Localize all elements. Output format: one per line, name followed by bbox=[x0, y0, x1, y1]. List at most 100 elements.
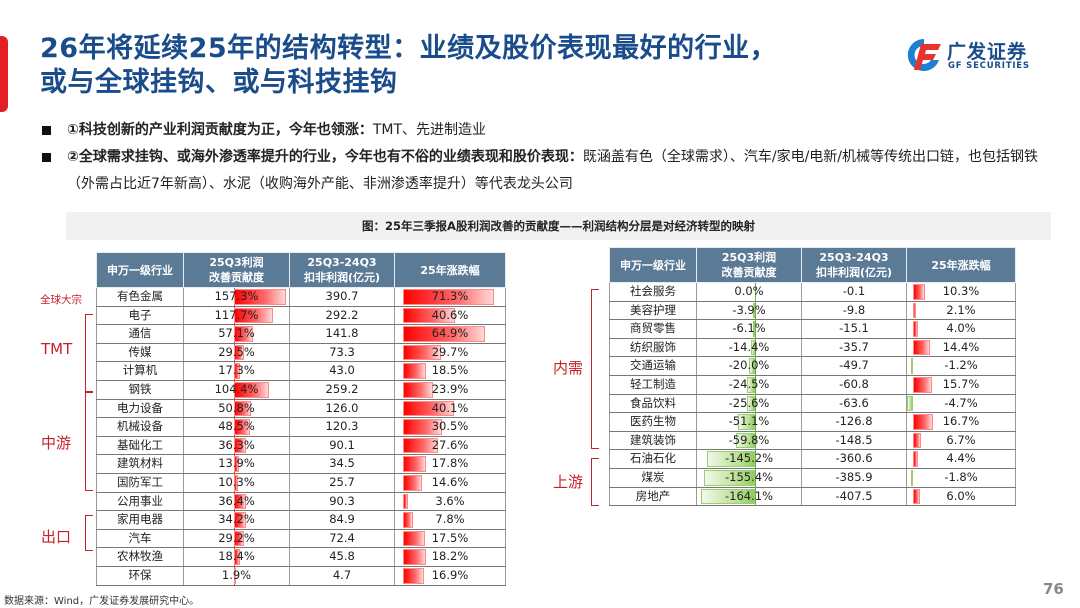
cell-profit: 120.3 bbox=[289, 417, 395, 437]
cell-profit: -126.8 bbox=[801, 412, 907, 432]
cell-change: 29.7% bbox=[394, 343, 506, 363]
table-row: 交通运输 -20.0% -49.7 -1.2% bbox=[609, 356, 1016, 376]
cell-change: 6.0% bbox=[906, 487, 1016, 507]
cell-contribution: -145.2% bbox=[696, 449, 802, 469]
data-bar-axis bbox=[755, 375, 757, 395]
data-bar bbox=[403, 344, 441, 361]
cell-industry: 通信 bbox=[96, 324, 184, 344]
data-bar bbox=[748, 358, 756, 374]
table-row: 环保 1.9% 4.7 16.9% bbox=[96, 566, 506, 586]
data-bar bbox=[403, 400, 454, 417]
cell-industry: 美容护理 bbox=[609, 301, 697, 321]
cell-contribution: -59.8% bbox=[696, 431, 802, 451]
data-bar bbox=[234, 456, 239, 472]
data-bar bbox=[234, 530, 245, 547]
data-bar bbox=[913, 321, 918, 337]
cell-profit: -35.7 bbox=[801, 338, 907, 358]
data-bar bbox=[913, 414, 934, 430]
table-header-row: 申万一级行业 25Q3利润 改善贡献度 25Q3-24Q3 扣非利润(亿元) 25年… bbox=[96, 252, 506, 288]
cell-profit: 73.3 bbox=[289, 343, 395, 363]
col-header-profit: 25Q3-24Q3 扣非利润(亿元) bbox=[801, 247, 907, 283]
cell-industry: 环保 bbox=[96, 566, 184, 586]
data-bar-axis bbox=[755, 450, 757, 469]
data-bar bbox=[913, 488, 921, 505]
square-bullet-icon bbox=[42, 126, 51, 135]
cell-change: 15.7% bbox=[906, 375, 1016, 395]
cell-change: 16.9% bbox=[394, 566, 506, 586]
cell-profit: 25.7 bbox=[289, 473, 395, 493]
data-bar bbox=[403, 289, 494, 305]
cell-change: 17.8% bbox=[394, 454, 506, 474]
table-row: 计算机 17.3% 43.0 18.5% bbox=[96, 361, 506, 381]
right-data-table: 申万一级行业 25Q3利润 改善贡献度 25Q3-24Q3 扣非利润(亿元) 25年… bbox=[609, 247, 1016, 507]
cell-contribution: -164.1% bbox=[696, 487, 802, 507]
data-bar-axis bbox=[755, 301, 757, 321]
cell-contribution: 13.9% bbox=[183, 454, 290, 474]
cell-industry: 煤炭 bbox=[609, 468, 697, 488]
data-bar bbox=[403, 549, 427, 565]
data-bar bbox=[735, 432, 756, 449]
bullet-2-bold: ②全球需求挂钩、或海外渗透率提升的行业，今年也有不俗的业绩表现和股价表现： bbox=[67, 149, 583, 165]
cell-change: 4.4% bbox=[906, 449, 1016, 469]
data-bar bbox=[234, 567, 237, 584]
col-header-contrib: 25Q3利润 改善贡献度 bbox=[696, 247, 802, 283]
data-bar bbox=[750, 339, 756, 356]
cell-profit: -15.1 bbox=[801, 319, 907, 339]
group-label-upstream: 上游 bbox=[553, 473, 584, 491]
cell-contribution: 48.5% bbox=[183, 417, 290, 437]
data-bar bbox=[707, 451, 756, 467]
cell-change: 18.5% bbox=[394, 361, 506, 381]
data-bar bbox=[234, 381, 269, 398]
table-row: 房地产 -164.1% -407.5 6.0% bbox=[609, 487, 1016, 507]
table-header-row: 申万一级行业 25Q3利润 改善贡献度 25Q3-24Q3 扣非利润(亿元) 25年… bbox=[609, 247, 1016, 283]
table-row: 石油石化 -145.2% -360.6 4.4% bbox=[609, 449, 1016, 469]
data-bar bbox=[747, 376, 756, 393]
table-row: 农林牧渔 18.4% 45.8 18.2% bbox=[96, 547, 506, 567]
cell-change: -4.7% bbox=[906, 394, 1016, 414]
cell-change: 2.1% bbox=[906, 301, 1016, 321]
cell-change: 14.6% bbox=[394, 473, 506, 493]
cell-contribution: 29.2% bbox=[183, 529, 290, 549]
square-bullet-icon bbox=[42, 153, 51, 162]
table-row: 家用电器 34.2% 84.9 7.8% bbox=[96, 510, 506, 530]
table-row: 纺织服饰 -14.4% -35.7 14.4% bbox=[609, 338, 1016, 358]
cell-industry: 电子 bbox=[96, 306, 184, 326]
cell-contribution: -20.0% bbox=[696, 356, 802, 376]
group-bracket-tmt bbox=[85, 314, 93, 392]
cell-change: 40.6% bbox=[394, 306, 506, 326]
bullet-2-text: 既涵盖有色（全球需求）、汽车/家电/电新/机械等传统出口链，也包括钢铁（外需占比… bbox=[67, 149, 1039, 192]
group-label-midstream: 中游 bbox=[41, 434, 72, 452]
cell-change: 6.7% bbox=[906, 431, 1016, 451]
cell-industry: 商贸零售 bbox=[609, 319, 697, 339]
data-bar bbox=[907, 395, 913, 412]
cell-profit: -63.6 bbox=[801, 394, 907, 414]
data-bar bbox=[403, 437, 439, 454]
table-row: 国防军工 10.3% 25.7 14.6% bbox=[96, 473, 506, 493]
cell-profit: 4.7 bbox=[289, 566, 395, 586]
data-bar-axis bbox=[755, 394, 757, 414]
cell-profit: -360.6 bbox=[801, 449, 907, 469]
left-data-table: 申万一级行业 25Q3利润 改善贡献度 25Q3-24Q3 扣非利润(亿元) 25年… bbox=[96, 252, 506, 586]
data-bar bbox=[703, 469, 756, 486]
data-source-note: 数据来源：Wind，广发证券发展研究中心。 bbox=[4, 596, 200, 607]
page-number: 76 bbox=[1043, 580, 1064, 598]
col-header-change: 25年涨跌幅 bbox=[394, 252, 506, 288]
data-bar bbox=[234, 326, 254, 342]
cell-contribution: -14.4% bbox=[696, 338, 802, 358]
cell-industry: 钢铁 bbox=[96, 380, 184, 400]
table-row: 社会服务 0.0% -0.1 10.3% bbox=[609, 282, 1016, 302]
figure-title: 图：25年三季报A股利润改善的贡献度——利润结构分层是对经济转型的映射 bbox=[66, 212, 1051, 240]
data-bar bbox=[911, 358, 913, 374]
data-bar bbox=[403, 381, 434, 398]
cell-industry: 农林牧渔 bbox=[96, 547, 184, 567]
data-bar-axis bbox=[755, 413, 757, 432]
data-bar bbox=[913, 284, 926, 300]
table-row: 煤炭 -155.4% -385.9 -1.8% bbox=[609, 468, 1016, 488]
gf-logo-icon bbox=[907, 38, 941, 71]
cell-contribution: 117.7% bbox=[183, 306, 290, 326]
cell-profit: 126.0 bbox=[289, 399, 395, 419]
data-bar bbox=[746, 395, 756, 412]
table-row: 公用事业 36.4% 90.3 3.6% bbox=[96, 492, 506, 512]
data-bar-axis bbox=[755, 487, 757, 507]
cell-profit: 43.0 bbox=[289, 361, 395, 381]
